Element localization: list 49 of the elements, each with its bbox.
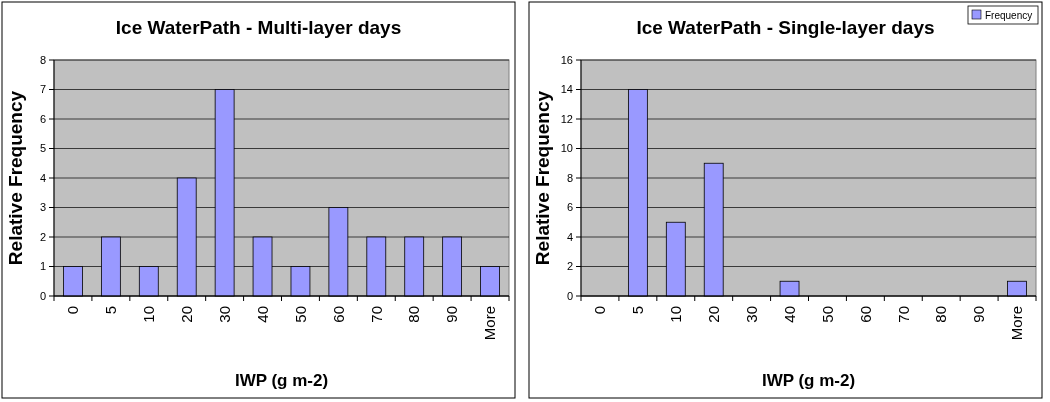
y-tick-label: 6 — [39, 112, 46, 125]
x-axis-title: IWP (g m-2) — [234, 371, 329, 390]
y-tick-label: 16 — [560, 53, 573, 66]
x-tick-label: More — [1008, 306, 1026, 341]
x-tick-label: 20 — [177, 306, 195, 323]
x-tick-label: 0 — [64, 306, 82, 315]
x-tick-label: 20 — [704, 306, 722, 323]
y-tick-label: 10 — [560, 142, 573, 155]
x-tick-label: 90 — [443, 306, 461, 323]
x-tick-label: 90 — [970, 306, 988, 323]
y-tick-label: 6 — [566, 201, 573, 214]
y-tick-label: 14 — [560, 83, 573, 96]
y-tick-label: 4 — [39, 171, 46, 184]
x-tick-label: 0 — [591, 306, 609, 315]
y-tick-label: 0 — [566, 289, 573, 302]
x-tick-label: 60 — [856, 306, 874, 323]
y-tick-label: 3 — [39, 201, 46, 214]
y-tick-label: 4 — [566, 230, 573, 243]
x-tick-label: 80 — [932, 306, 950, 323]
x-tick-label: 50 — [291, 306, 309, 323]
y-tick-label: 5 — [39, 142, 46, 155]
x-tick-label: 70 — [367, 306, 385, 323]
x-tick-label: 5 — [629, 306, 647, 315]
y-tick-label: 7 — [39, 83, 46, 96]
y-tick-label: 8 — [39, 53, 46, 66]
x-tick-label: 10 — [667, 306, 685, 323]
y-tick-label: 12 — [560, 112, 573, 125]
y-tick-label: 1 — [39, 260, 46, 273]
x-tick-label: 30 — [742, 306, 760, 323]
y-axis-title: Relative Frequency — [532, 90, 553, 266]
y-tick-label: 8 — [566, 171, 573, 184]
x-tick-label: 80 — [405, 306, 423, 323]
y-tick-label: 2 — [39, 230, 46, 243]
y-tick-label: 2 — [566, 260, 573, 273]
legend-label: Frequency — [985, 9, 1033, 21]
chart-title: Ice WaterPath - Single-layer days — [636, 17, 935, 38]
x-tick-label: 60 — [329, 306, 347, 323]
x-tick-label: 40 — [780, 306, 798, 323]
x-tick-label: 70 — [894, 306, 912, 323]
y-tick-label: 0 — [39, 289, 46, 302]
x-tick-label: 40 — [253, 306, 271, 323]
x-tick-label: 50 — [818, 306, 836, 323]
x-tick-label: 10 — [140, 306, 158, 323]
x-tick-label: 30 — [215, 306, 233, 323]
x-tick-label: More — [481, 306, 499, 341]
chart-title: Ice WaterPath - Multi-layer days — [115, 17, 402, 38]
x-axis-title: IWP (g m-2) — [761, 371, 856, 390]
y-axis-title: Relative Frequency — [5, 90, 26, 266]
x-tick-label: 5 — [102, 306, 120, 315]
